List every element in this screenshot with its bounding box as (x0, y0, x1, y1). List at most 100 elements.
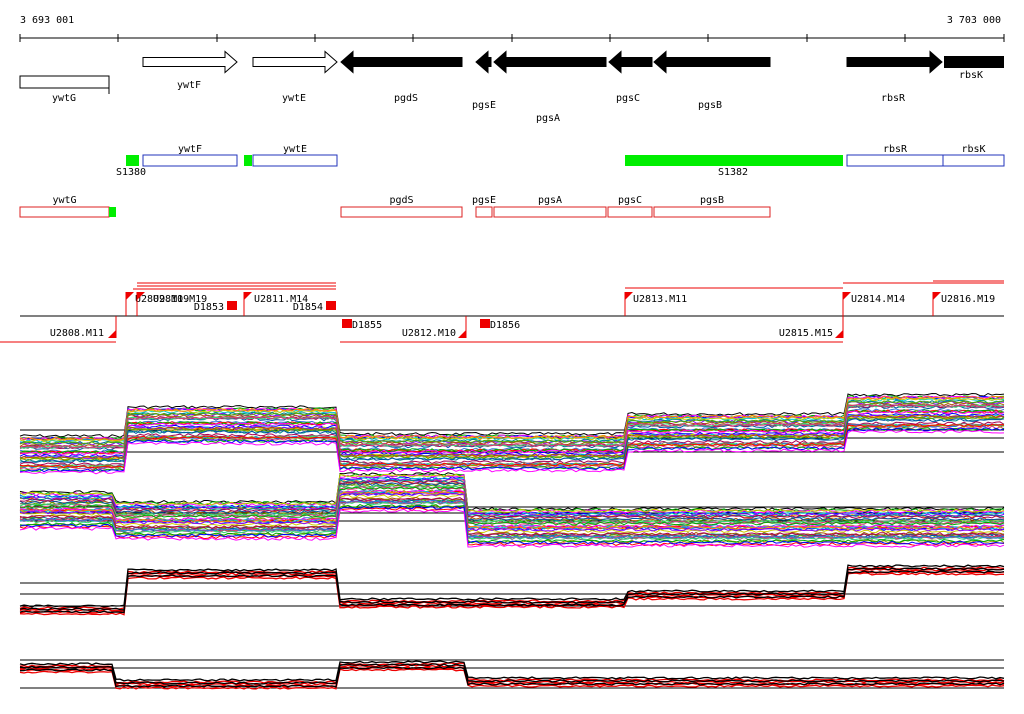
marker-D1856[interactable]: D1856 (480, 319, 520, 331)
marker-square (227, 301, 237, 310)
forward-strand-track: ywtF ywtE rbsR rbsK S1380 S1382 (116, 144, 1005, 178)
marker-D1854[interactable]: D1854 (293, 301, 336, 313)
expression-trace-red (19, 668, 1005, 690)
gene-label: ywtE (282, 93, 306, 104)
feature-label: ywtF (178, 144, 202, 155)
marker-label: D1853 (194, 302, 224, 313)
forward-feature-rbsR[interactable]: rbsR (846, 144, 944, 167)
gene-rbsR[interactable]: rbsR (846, 50, 943, 105)
feature-label: pgsE (472, 195, 496, 206)
marker-U2814.M14[interactable]: U2814.M14 (842, 292, 905, 316)
forward-feature-ywtF[interactable]: ywtF (142, 144, 238, 167)
gene-rbsK[interactable]: rbsK (944, 56, 1004, 81)
profile-panel-forward-summary (19, 564, 1005, 616)
reverse-feature-ywtG[interactable]: ywtG (19, 195, 110, 218)
gene-arrow (475, 50, 492, 74)
feature-box (653, 206, 771, 218)
gene-label: ywtF (177, 80, 201, 91)
marker-flag (835, 330, 843, 338)
feature-label: pgsC (618, 195, 642, 206)
marker-label: U2810.M19 (153, 294, 207, 305)
reverse-strand-track: ywtG pgdS pgsE pgsA pgsC pgsB (19, 195, 771, 218)
gene-arrow (846, 50, 943, 74)
marker-U2810.M19[interactable]: U2810.M19 (136, 292, 207, 316)
marker-U2808.M11[interactable]: U2808.M11 (50, 316, 117, 339)
segment-label: S1380 (116, 167, 146, 178)
marker-flag (843, 292, 851, 300)
marker-U2816.M19[interactable]: U2816.M19 (932, 292, 995, 316)
marker-D1855[interactable]: D1855 (342, 319, 382, 331)
expression-trace (19, 409, 1005, 455)
segment-box (126, 155, 139, 166)
profile-panel-reverse-summary (19, 659, 1005, 690)
marker-label: U2814.M14 (851, 294, 905, 305)
segment-label: S1382 (718, 167, 748, 178)
reverse-feature-pgdS[interactable]: pgdS (340, 195, 463, 218)
expression-trace (19, 472, 1005, 511)
forward-feature-ywtE[interactable]: ywtE (252, 144, 338, 167)
profile-panel-reverse-all-conditions (19, 472, 1005, 548)
feature-label: ywtG (52, 195, 76, 206)
expression-trace (19, 410, 1005, 456)
marker-label: D1856 (490, 320, 520, 331)
expression-trace (19, 496, 1005, 536)
expression-trace (19, 508, 1005, 548)
expression-trace (19, 416, 1005, 462)
feature-label: ywtE (283, 144, 307, 155)
marker-label: U2816.M19 (941, 294, 995, 305)
expression-trace (19, 395, 1005, 441)
marker-U2815.M15[interactable]: U2815.M15 (779, 316, 844, 339)
gene-label: pgsB (698, 100, 722, 111)
gene-ywtE[interactable]: ywtE (252, 50, 338, 105)
marker-label: U2809.M19 (135, 294, 189, 305)
reverse-feature-pgsA[interactable]: pgsA (493, 195, 607, 218)
gene-pgsE[interactable]: pgsE (472, 50, 496, 112)
gene-shape (944, 56, 1004, 68)
expression-trace (19, 414, 1005, 460)
reverse-feature-pgsE[interactable]: pgsE (472, 195, 496, 218)
gene-pgdS[interactable]: pgdS (340, 50, 463, 105)
expression-trace-black (19, 663, 1005, 685)
gene-arrow (252, 50, 338, 74)
gene-label: ywtG (52, 93, 76, 104)
gene-label: pgsC (616, 93, 640, 104)
expression-trace (19, 422, 1005, 468)
marker-U2812.M10[interactable]: U2812.M10 (402, 316, 467, 339)
reverse-feature-pgsB[interactable]: pgsB (653, 195, 771, 218)
marker-D1853[interactable]: D1853 (194, 301, 237, 313)
expression-profiles (19, 392, 1005, 690)
gene-pgsA[interactable]: pgsA (493, 50, 607, 125)
expression-trace (19, 427, 1005, 473)
marker-U2813.M11[interactable]: U2813.M11 (624, 292, 687, 316)
expression-trace (19, 403, 1005, 449)
marker-U2809.M19[interactable]: U2809.M19 (125, 292, 189, 316)
marker-label: U2815.M15 (779, 328, 833, 339)
marker-label: U2812.M10 (402, 328, 456, 339)
gene-shape (19, 75, 110, 89)
marker-flag (137, 292, 145, 300)
marker-label: D1854 (293, 302, 323, 313)
expression-trace (19, 492, 1005, 532)
ruler-start-label: 3 693 001 (20, 15, 74, 26)
expression-trace (19, 473, 1005, 513)
forward-feature-rbsK[interactable]: rbsK (942, 144, 1005, 167)
feature-box (19, 206, 110, 218)
marker-U2811.M14[interactable]: U2811.M14 (243, 292, 308, 316)
expression-trace-black (19, 570, 1005, 614)
segment-S1380[interactable]: S1380 (116, 155, 252, 178)
gene-pgsC[interactable]: pgsC (608, 50, 653, 105)
segment-S1382[interactable]: S1382 (625, 155, 843, 178)
marker-flag (458, 330, 466, 338)
gene-ywtG[interactable]: ywtG (19, 75, 110, 104)
feature-label: pgsB (700, 195, 724, 206)
reverse-feature-pgsC[interactable]: pgsC (607, 195, 653, 218)
gene-ywtF[interactable]: ywtF (142, 50, 238, 92)
gene-pgsB[interactable]: pgsB (653, 50, 771, 112)
feature-box (252, 154, 338, 167)
expression-trace (19, 425, 1005, 471)
gene-label: pgdS (394, 93, 418, 104)
expression-trace (19, 480, 1005, 519)
